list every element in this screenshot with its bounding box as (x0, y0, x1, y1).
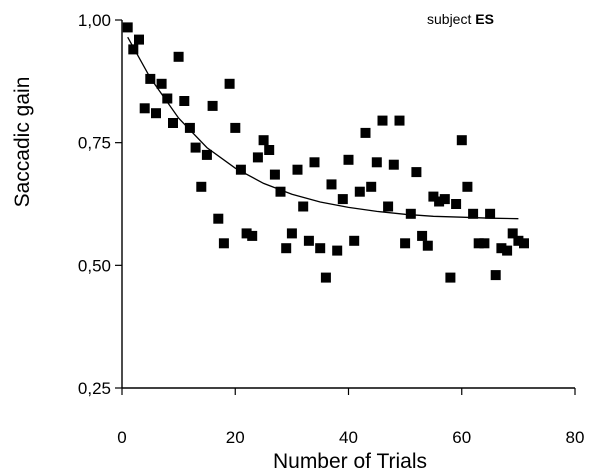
data-point (298, 201, 309, 212)
data-point (417, 230, 428, 241)
data-point (184, 122, 195, 133)
data-point (218, 238, 229, 249)
data-point (462, 181, 473, 192)
y-tick-label: 1,00 (78, 11, 111, 30)
data-point (201, 149, 212, 160)
data-points (122, 22, 529, 283)
data-point (275, 186, 286, 197)
data-point (134, 34, 144, 45)
data-point (179, 96, 190, 106)
data-point (309, 157, 320, 168)
data-point (468, 208, 479, 219)
data-point (281, 243, 292, 254)
data-point (394, 115, 405, 126)
data-point (490, 270, 501, 281)
data-point (145, 73, 156, 84)
data-point (247, 230, 258, 241)
x-tick-label: 80 (566, 428, 585, 447)
data-point (286, 228, 297, 239)
data-point (303, 235, 314, 246)
data-point (445, 272, 456, 283)
data-point (326, 179, 337, 190)
data-point (173, 51, 184, 62)
data-point (354, 186, 365, 197)
data-point (502, 245, 513, 256)
data-point (252, 152, 263, 163)
y-axis-title: Saccadic gain (11, 77, 34, 208)
data-point (235, 164, 246, 175)
data-point (190, 142, 201, 153)
data-point (383, 201, 394, 212)
data-point (360, 127, 371, 138)
data-point (315, 243, 326, 254)
x-tick-label: 20 (226, 428, 245, 447)
data-point (479, 238, 490, 249)
data-point (400, 238, 411, 249)
data-point (343, 154, 354, 165)
data-point (139, 103, 150, 114)
data-point (456, 135, 467, 146)
data-point (224, 78, 235, 89)
data-point (434, 196, 445, 207)
data-point (207, 100, 218, 111)
data-point (519, 238, 529, 249)
data-point (473, 238, 484, 249)
data-point (513, 235, 524, 246)
data-point (366, 181, 377, 192)
data-point (337, 194, 348, 205)
x-tick-label: 0 (117, 428, 126, 447)
axes (121, 20, 575, 389)
data-point (230, 122, 241, 133)
data-point (496, 243, 507, 254)
y-ticks: 0,25 0,50 0,75 1,00 (78, 11, 122, 398)
data-point (213, 213, 224, 224)
data-point (451, 199, 462, 209)
data-point (320, 272, 331, 283)
data-point (377, 115, 388, 126)
data-point (269, 169, 280, 180)
data-point (196, 181, 207, 192)
data-point (128, 44, 139, 55)
data-point (422, 240, 433, 251)
data-point (156, 78, 167, 89)
y-tick-label: 0,50 (78, 256, 111, 275)
data-point (428, 191, 439, 202)
data-point (332, 245, 343, 256)
x-axis-title: Number of Trials (273, 450, 427, 473)
x-ticks: 0 20 40 60 80 (117, 388, 584, 447)
y-tick-label: 0,75 (78, 134, 111, 153)
data-point (168, 118, 178, 128)
data-point (371, 157, 382, 168)
data-point (264, 145, 275, 155)
data-point (241, 228, 252, 239)
x-tick-label: 40 (339, 428, 358, 447)
data-point (439, 194, 450, 205)
data-point (292, 164, 303, 175)
data-point (405, 208, 416, 219)
data-point (411, 167, 422, 178)
data-point (122, 22, 133, 33)
data-point (349, 235, 360, 246)
data-point (162, 93, 173, 104)
subject-annotation: subject ES (427, 11, 494, 27)
subject-prefix: subject (427, 11, 471, 27)
data-point (485, 208, 496, 219)
data-point (258, 135, 269, 146)
x-tick-label: 60 (452, 428, 471, 447)
data-point (151, 108, 161, 119)
y-tick-label: 0,25 (78, 379, 111, 398)
data-point (507, 228, 518, 239)
subject-id: ES (475, 11, 494, 27)
data-point (388, 159, 399, 170)
